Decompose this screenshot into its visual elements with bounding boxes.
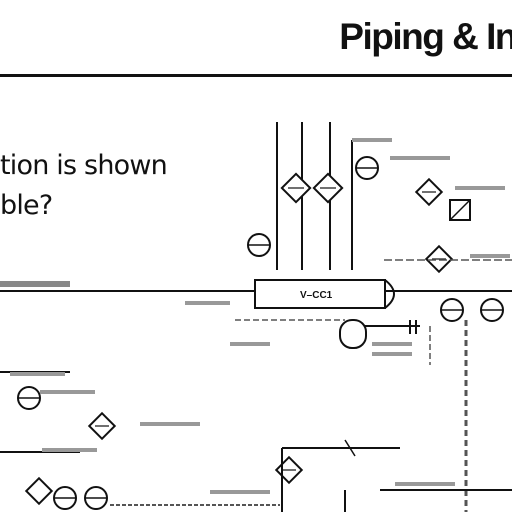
instrument-balloon [53, 486, 77, 510]
diamond-instrument [280, 172, 312, 204]
vessel-boot [339, 319, 367, 349]
instrument-balloon [17, 386, 41, 410]
line-number-blur-left [0, 281, 70, 287]
title-rule [0, 74, 512, 77]
diamond-instrument [424, 244, 454, 274]
diamond-instrument [24, 476, 54, 506]
instrument-balloon [440, 298, 464, 322]
instrument-balloon [480, 298, 504, 322]
instrument-balloon [247, 233, 271, 257]
question-line-1: tion is shown [0, 150, 168, 181]
question-line-2: ble? [0, 190, 53, 221]
instrument-balloon [355, 156, 379, 180]
vessel-tag: V–CC1 [300, 290, 333, 301]
diamond-instrument [274, 455, 304, 485]
vessel-head [384, 279, 395, 309]
diamond-instrument [414, 177, 444, 207]
slide-title: Piping & In [339, 16, 512, 57]
instrument-balloon [84, 486, 108, 510]
diamond-instrument [87, 411, 117, 441]
diamond-instrument [312, 172, 344, 204]
vessel-v-cc1 [254, 279, 386, 309]
